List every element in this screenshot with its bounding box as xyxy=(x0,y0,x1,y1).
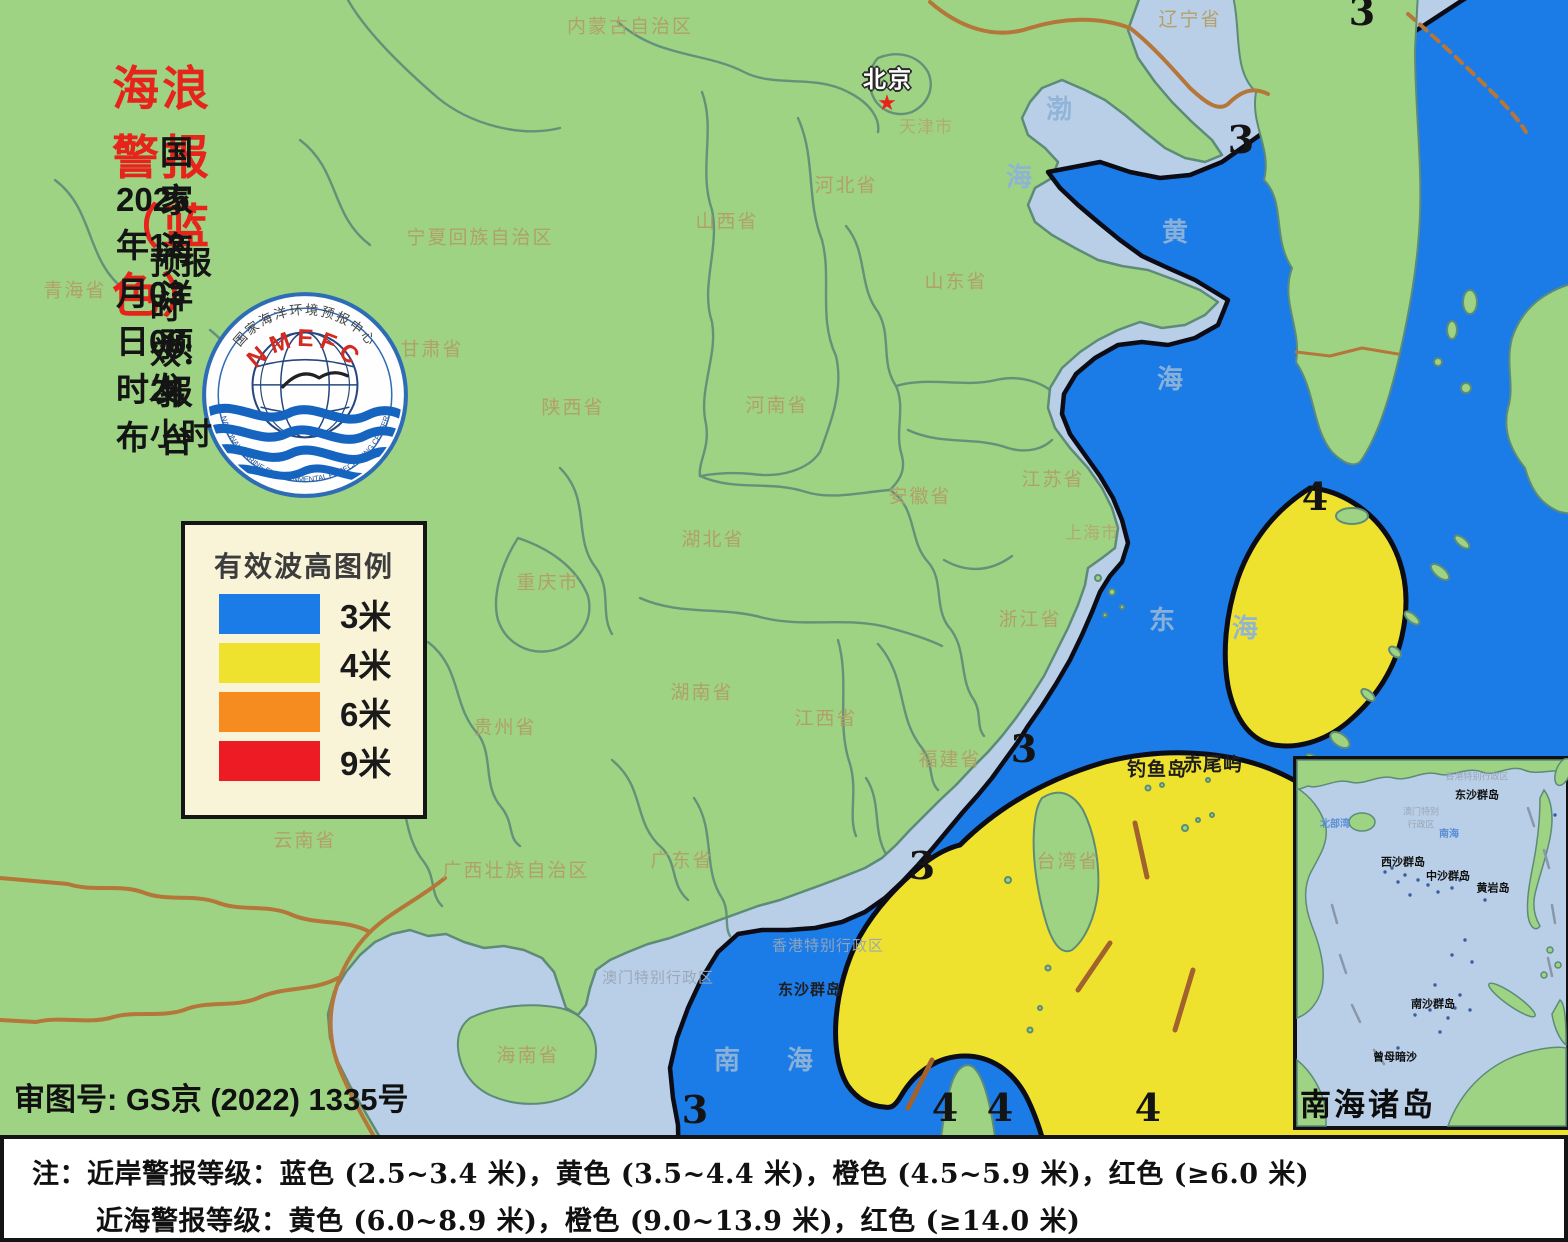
legend-label: 4米 xyxy=(340,647,392,684)
legend-item: 6米 xyxy=(219,692,423,733)
international-borders xyxy=(0,0,1528,1242)
warning-zone-yellow-east-china-sea xyxy=(1222,485,1409,749)
legend-item: 3米 xyxy=(219,594,423,635)
inset-island-dots xyxy=(1383,813,1557,1057)
legend-swatch xyxy=(219,594,320,634)
issuing-org: 国家海洋预报台 xyxy=(160,134,193,459)
legend-rows: 3米 4米 6米 9米 xyxy=(185,594,423,782)
hainan-island xyxy=(456,1004,598,1105)
legend-title: 有效波高图例 xyxy=(213,551,394,582)
legend-swatch xyxy=(219,643,320,683)
beijing-star-icon: ★ xyxy=(877,90,897,115)
korea-peninsula xyxy=(1232,0,1422,466)
legend-label: 3米 xyxy=(340,598,392,635)
issue-datetime: 2025年12月03日08时发布 xyxy=(116,181,190,456)
legend-label: 9米 xyxy=(340,745,392,782)
offshore-grade-note: 近海警报等级：黄色 (6.0~8.9 米)，橙色 (9.0~13.9 米)，红色… xyxy=(96,1206,1081,1237)
dash-line-segments xyxy=(905,820,1196,1111)
wave-height-legend: 有效波高图例 3米 4米 6米 9米 xyxy=(181,521,427,819)
legend-item: 4米 xyxy=(219,643,423,684)
south-china-sea-inset-map xyxy=(1293,756,1568,1130)
warning-grade-notes: 注：近岸警报等级：蓝色 (2.5~3.4 米)，黄色 (3.5~4.4 米)，橙… xyxy=(0,1135,1568,1242)
legend-item: 9米 xyxy=(219,741,423,782)
map-approval-number: 审图号: GS京 (2022) 1335号 xyxy=(14,1082,409,1117)
nmefc-logo: 国家海洋环境预报中心 NATIONAL MARINE ENVIRONMENTAL… xyxy=(202,292,408,498)
kyushu xyxy=(1505,283,1568,515)
legend-swatch xyxy=(219,692,320,732)
legend-label: 6米 xyxy=(340,696,392,733)
inset-dash-line xyxy=(1330,806,1557,1066)
page-title: 海浪警报（蓝色） xyxy=(112,62,212,322)
beijing-label: 北京 xyxy=(863,66,913,92)
legend-swatch xyxy=(219,741,320,781)
forecast-validity: 预报时效：24小时 xyxy=(150,246,212,452)
nearshore-grade-note: 注：近岸警报等级：蓝色 (2.5~3.4 米)，黄色 (3.5~4.4 米)，橙… xyxy=(32,1159,1310,1190)
taiwan-island xyxy=(1032,791,1100,953)
